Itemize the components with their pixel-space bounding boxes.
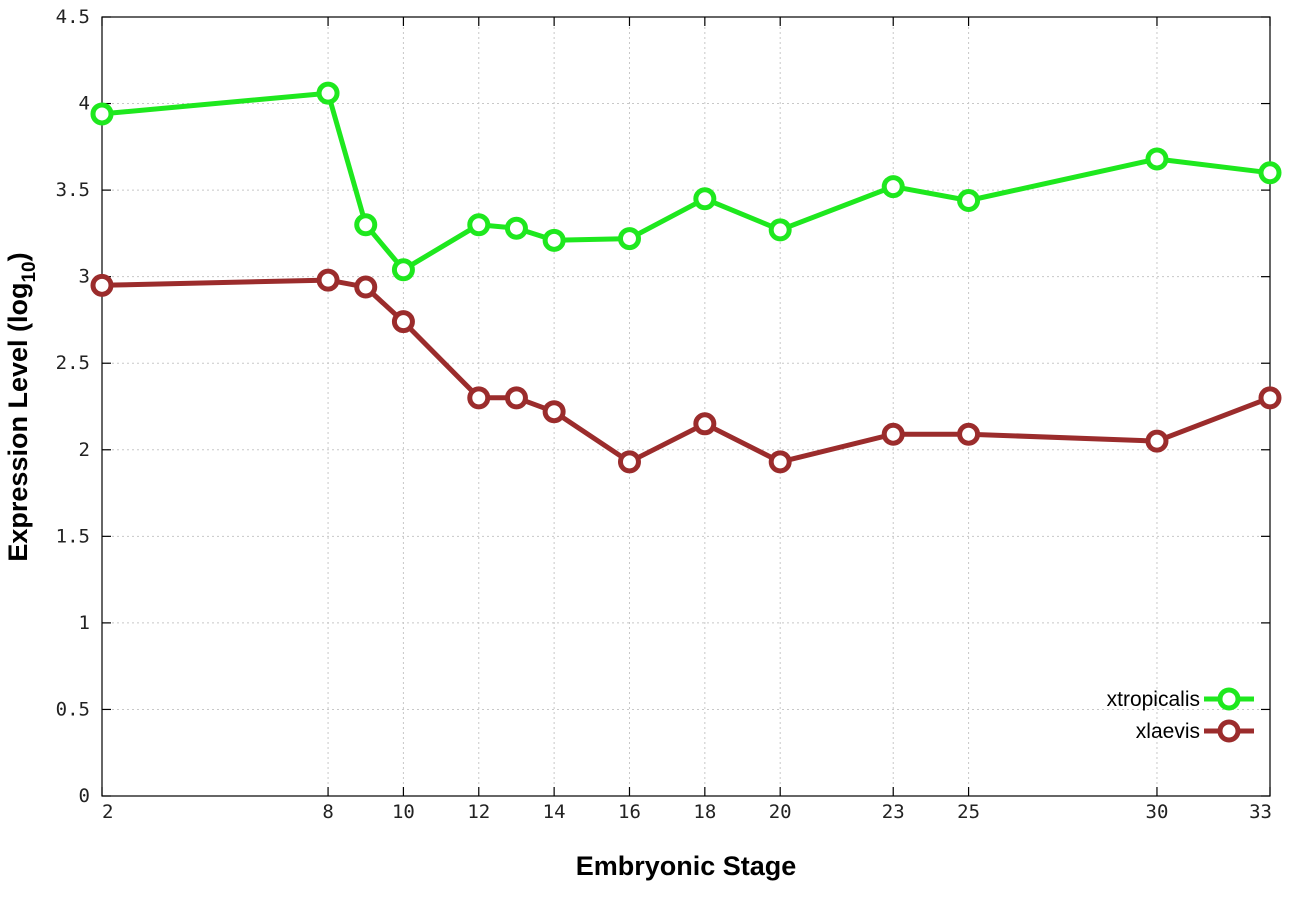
x-tick-label: 33 [1249,801,1272,823]
data-point-xlaevis [881,422,905,446]
legend-swatch-marker [1217,687,1241,711]
y-tick-label: 1 [79,612,90,634]
data-point-xlaevis [354,275,378,299]
y-tick-label: 3 [79,266,90,288]
data-point-xlaevis [504,386,528,410]
data-point-xlaevis [768,450,792,474]
x-axis-title: Embryonic Stage [576,851,797,881]
x-tick-label: 2 [102,801,113,823]
legend-swatch-marker [1217,719,1241,743]
legend-label: xlaevis [1136,720,1200,743]
data-point-xlaevis [957,422,981,446]
data-point-xlaevis [467,386,491,410]
plot-frame [101,16,1271,797]
data-point-xtropicalis [316,81,340,105]
legend-label: xtropicalis [1107,688,1200,711]
y-tick-label: 2.5 [56,352,90,374]
y-axis-title-subscript: 10 [19,261,40,282]
x-tick-label: 18 [693,801,716,823]
y-axis-title: Expression Level (log10) [3,252,40,561]
x-tick-label: 12 [467,801,490,823]
series-line-xtropicalis [101,90,1271,273]
data-point-xlaevis [542,400,566,424]
data-point-xtropicalis [957,188,981,212]
grid [102,17,1270,796]
legend: xtropicalis xlaevis [1107,687,1254,743]
x-tick-label: 20 [769,801,792,823]
data-point-xtropicalis [467,213,491,237]
data-point-xtropicalis [90,102,114,126]
series-xlaevis [90,268,1282,474]
axis-ticks: 0 0.5 1 1.5 2 2.5 3 3.5 4 4.5 2 8 10 12 14 16 18 20 23 25 30… [56,6,1272,823]
y-tick-label: 4 [79,93,90,115]
data-point-xlaevis [316,268,340,292]
data-point-xlaevis [617,450,641,474]
x-tick-label: 16 [618,801,641,823]
data-point-xtropicalis [391,258,415,282]
x-tick-label: 8 [322,801,333,823]
data-point-xtropicalis [881,175,905,199]
data-point-xlaevis [1258,386,1282,410]
data-point-xtropicalis [354,213,378,237]
y-tick-label: 2 [79,439,90,461]
data-point-xtropicalis [693,187,717,211]
data-point-xtropicalis [1258,161,1282,185]
data-point-xtropicalis [542,228,566,252]
data-point-xlaevis [391,310,415,334]
x-tick-label: 10 [392,801,415,823]
y-tick-label: 0.5 [56,698,90,720]
data-point-xtropicalis [617,227,641,251]
legend-entry-xlaevis: xlaevis [1136,719,1254,743]
x-tick-label: 25 [957,801,980,823]
y-tick-label: 1.5 [56,525,90,547]
y-tick-label: 3.5 [56,179,90,201]
legend-entry-xtropicalis: xtropicalis [1107,687,1254,711]
y-axis-title-main: Expression Level (log [3,283,33,562]
data-point-xtropicalis [768,218,792,242]
y-tick-label: 4.5 [56,6,90,28]
y-axis-title-close: ) [3,252,33,261]
y-tick-label: 0 [79,785,90,807]
data-point-xlaevis [693,412,717,436]
x-tick-label: 14 [543,801,566,823]
series-layer [90,81,1282,474]
data-point-xlaevis [1145,429,1169,453]
x-tick-label: 30 [1146,801,1169,823]
series-line-xlaevis [101,277,1271,465]
data-point-xlaevis [90,273,114,297]
series-xtropicalis [90,81,1282,282]
data-point-xtropicalis [1145,147,1169,171]
data-point-xtropicalis [504,216,528,240]
x-tick-label: 23 [882,801,905,823]
